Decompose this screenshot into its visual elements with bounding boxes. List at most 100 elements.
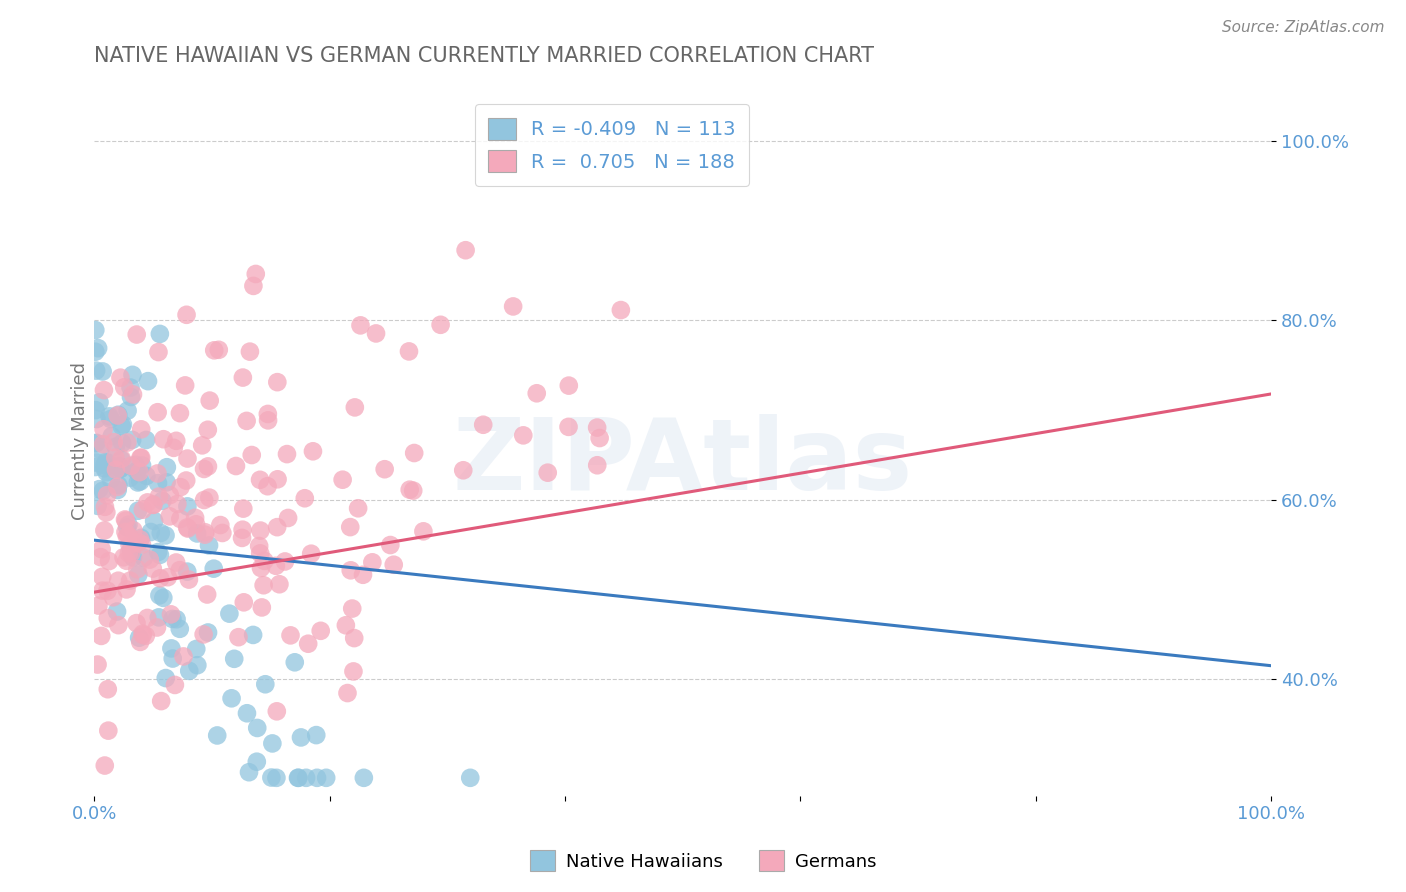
Point bbox=[91, 570, 114, 584]
Point bbox=[128, 465, 150, 479]
Point bbox=[294, 491, 316, 506]
Point bbox=[149, 525, 172, 540]
Point bbox=[136, 495, 159, 509]
Point bbox=[117, 403, 139, 417]
Point bbox=[129, 635, 152, 649]
Point bbox=[179, 664, 201, 678]
Point bbox=[305, 771, 328, 785]
Point bbox=[302, 444, 325, 458]
Point bbox=[129, 533, 152, 547]
Point bbox=[176, 565, 198, 579]
Point bbox=[194, 525, 217, 540]
Point bbox=[110, 453, 132, 467]
Point bbox=[132, 550, 155, 565]
Point bbox=[458, 771, 481, 785]
Point bbox=[96, 583, 118, 598]
Point bbox=[232, 370, 254, 384]
Point bbox=[117, 435, 139, 450]
Point bbox=[90, 550, 112, 565]
Point bbox=[101, 591, 124, 605]
Point bbox=[557, 420, 579, 434]
Point bbox=[184, 517, 207, 532]
Point bbox=[107, 409, 129, 423]
Point bbox=[193, 462, 215, 476]
Point bbox=[86, 435, 108, 450]
Point bbox=[246, 721, 269, 735]
Point bbox=[198, 393, 221, 408]
Point bbox=[135, 433, 157, 447]
Point bbox=[152, 432, 174, 446]
Point bbox=[105, 480, 128, 494]
Point bbox=[228, 630, 250, 644]
Point bbox=[93, 458, 115, 472]
Point bbox=[124, 537, 146, 551]
Point bbox=[588, 431, 610, 445]
Point bbox=[176, 451, 198, 466]
Point bbox=[115, 529, 138, 543]
Point bbox=[299, 547, 322, 561]
Point bbox=[120, 470, 142, 484]
Point bbox=[94, 758, 117, 772]
Point bbox=[472, 417, 495, 432]
Point bbox=[104, 463, 127, 477]
Point bbox=[353, 771, 375, 785]
Point bbox=[120, 458, 142, 473]
Text: ZIPAtlas: ZIPAtlas bbox=[453, 414, 912, 511]
Point bbox=[169, 406, 191, 420]
Point bbox=[398, 344, 420, 359]
Point bbox=[146, 476, 169, 491]
Point bbox=[256, 479, 278, 493]
Point bbox=[249, 524, 271, 538]
Point bbox=[526, 386, 548, 401]
Point bbox=[156, 570, 179, 584]
Point bbox=[127, 535, 149, 549]
Point bbox=[343, 401, 366, 415]
Point bbox=[166, 612, 188, 626]
Point bbox=[336, 686, 359, 700]
Point bbox=[177, 522, 200, 536]
Point bbox=[247, 539, 270, 553]
Point bbox=[162, 612, 184, 626]
Point bbox=[121, 433, 143, 447]
Point bbox=[159, 488, 181, 502]
Point bbox=[193, 627, 215, 641]
Point bbox=[295, 771, 318, 785]
Point bbox=[309, 624, 332, 638]
Point bbox=[148, 345, 170, 359]
Point bbox=[120, 381, 142, 395]
Point bbox=[146, 467, 169, 481]
Point bbox=[139, 524, 162, 539]
Point bbox=[454, 244, 477, 258]
Point bbox=[98, 554, 121, 568]
Point bbox=[218, 607, 240, 621]
Point bbox=[225, 458, 247, 473]
Point bbox=[254, 677, 277, 691]
Point bbox=[112, 380, 135, 394]
Point bbox=[252, 578, 274, 592]
Point bbox=[111, 436, 134, 450]
Point bbox=[150, 493, 173, 508]
Point bbox=[114, 524, 136, 539]
Point bbox=[186, 658, 208, 673]
Point bbox=[155, 475, 177, 490]
Point bbox=[277, 511, 299, 525]
Point bbox=[139, 552, 162, 566]
Point bbox=[86, 412, 108, 426]
Point bbox=[129, 450, 152, 465]
Point bbox=[339, 563, 361, 577]
Point bbox=[115, 582, 138, 597]
Point bbox=[269, 577, 291, 591]
Point bbox=[142, 498, 165, 512]
Point bbox=[121, 368, 143, 382]
Point bbox=[114, 512, 136, 526]
Point bbox=[132, 502, 155, 516]
Point bbox=[131, 458, 153, 473]
Point bbox=[198, 538, 221, 552]
Text: Source: ZipAtlas.com: Source: ZipAtlas.com bbox=[1222, 20, 1385, 35]
Point bbox=[382, 558, 405, 572]
Point bbox=[100, 429, 122, 443]
Point bbox=[156, 460, 179, 475]
Point bbox=[284, 655, 307, 669]
Point bbox=[146, 620, 169, 634]
Point bbox=[103, 435, 125, 450]
